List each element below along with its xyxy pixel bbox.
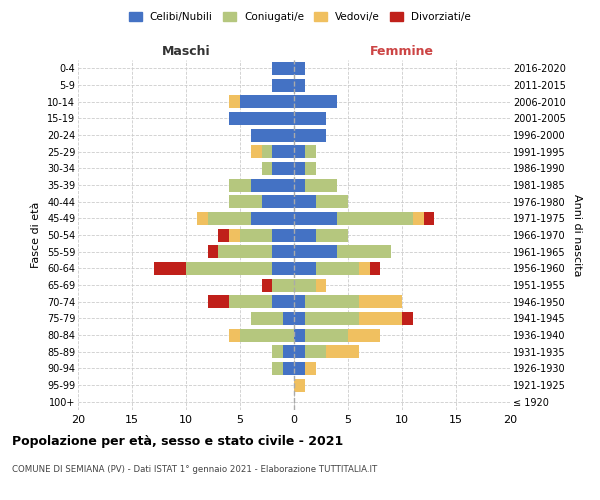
Bar	[272, 162, 294, 175]
Bar	[294, 345, 305, 358]
Bar	[262, 278, 272, 291]
Legend: Celibi/Nubili, Coniugati/e, Vedovi/e, Divorziati/e: Celibi/Nubili, Coniugati/e, Vedovi/e, Di…	[125, 8, 475, 26]
Text: Femmine: Femmine	[370, 46, 434, 59]
Bar	[262, 162, 272, 175]
Bar	[272, 262, 294, 275]
Bar	[294, 328, 305, 342]
Bar	[208, 295, 229, 308]
Bar	[229, 195, 262, 208]
Bar	[359, 312, 402, 325]
Bar	[272, 278, 294, 291]
Bar	[326, 345, 359, 358]
Bar	[305, 362, 316, 375]
Bar	[229, 95, 240, 108]
Bar	[240, 328, 294, 342]
Bar	[240, 95, 294, 108]
Bar	[359, 295, 402, 308]
Bar	[294, 312, 305, 325]
Bar	[305, 345, 326, 358]
Bar	[337, 212, 413, 225]
Bar	[229, 178, 251, 192]
Bar	[294, 245, 337, 258]
Bar	[294, 128, 326, 141]
Bar	[229, 295, 272, 308]
Bar	[251, 212, 294, 225]
Bar	[283, 312, 294, 325]
Bar	[197, 212, 208, 225]
Bar	[294, 78, 305, 92]
Bar	[305, 145, 316, 158]
Bar	[359, 262, 370, 275]
Bar	[229, 328, 240, 342]
Bar	[283, 345, 294, 358]
Bar	[272, 245, 294, 258]
Bar	[262, 195, 294, 208]
Bar	[283, 362, 294, 375]
Text: COMUNE DI SEMIANA (PV) - Dati ISTAT 1° gennaio 2021 - Elaborazione TUTTITALIA.IT: COMUNE DI SEMIANA (PV) - Dati ISTAT 1° g…	[12, 465, 377, 474]
Bar	[154, 262, 186, 275]
Bar	[229, 228, 240, 241]
Bar	[294, 228, 316, 241]
Bar	[218, 245, 272, 258]
Bar	[402, 312, 413, 325]
Bar	[294, 195, 316, 208]
Bar	[305, 178, 337, 192]
Bar	[262, 145, 272, 158]
Bar	[251, 178, 294, 192]
Bar	[305, 162, 316, 175]
Bar	[294, 112, 326, 125]
Bar	[294, 178, 305, 192]
Bar	[424, 212, 434, 225]
Bar	[218, 228, 229, 241]
Bar	[294, 378, 305, 392]
Bar	[272, 295, 294, 308]
Bar	[294, 362, 305, 375]
Bar	[316, 228, 348, 241]
Text: Maschi: Maschi	[161, 46, 211, 59]
Bar	[272, 62, 294, 75]
Bar	[316, 195, 348, 208]
Bar	[305, 328, 348, 342]
Bar	[251, 128, 294, 141]
Bar	[229, 112, 294, 125]
Bar	[251, 145, 262, 158]
Bar	[294, 295, 305, 308]
Bar	[240, 228, 272, 241]
Bar	[208, 245, 218, 258]
Bar	[272, 345, 283, 358]
Bar	[294, 62, 305, 75]
Bar	[294, 262, 316, 275]
Bar	[294, 95, 337, 108]
Y-axis label: Anni di nascita: Anni di nascita	[572, 194, 583, 276]
Bar	[272, 228, 294, 241]
Bar	[272, 362, 283, 375]
Text: Popolazione per età, sesso e stato civile - 2021: Popolazione per età, sesso e stato civil…	[12, 435, 343, 448]
Bar	[305, 312, 359, 325]
Bar	[316, 262, 359, 275]
Bar	[316, 278, 326, 291]
Bar	[294, 162, 305, 175]
Bar	[294, 212, 337, 225]
Bar	[208, 212, 251, 225]
Bar	[272, 145, 294, 158]
Bar	[413, 212, 424, 225]
Bar	[305, 295, 359, 308]
Bar	[272, 78, 294, 92]
Bar	[294, 278, 316, 291]
Bar	[348, 328, 380, 342]
Bar	[370, 262, 380, 275]
Bar	[186, 262, 272, 275]
Bar	[337, 245, 391, 258]
Bar	[251, 312, 283, 325]
Y-axis label: Fasce di età: Fasce di età	[31, 202, 41, 268]
Bar	[294, 145, 305, 158]
